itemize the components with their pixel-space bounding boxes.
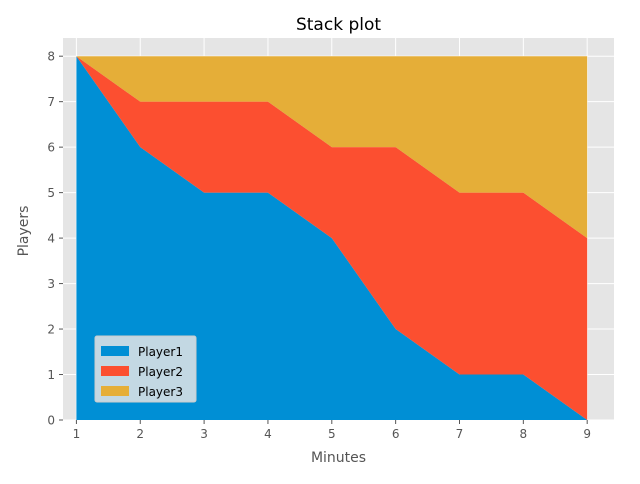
legend: Player1 Player2 Player3 xyxy=(94,335,197,403)
y-tick-label: 2 xyxy=(47,323,55,337)
y-tick-label: 4 xyxy=(47,232,55,246)
legend-swatch xyxy=(101,386,129,396)
x-axis-label: Minutes xyxy=(311,450,366,466)
x-tick-label: 4 xyxy=(264,427,272,441)
chart-title: Stack plot xyxy=(296,15,381,35)
x-tick-label: 9 xyxy=(583,427,591,441)
y-tick-label: 7 xyxy=(47,95,55,109)
x-tick-label: 2 xyxy=(136,427,144,441)
area-player3 xyxy=(76,56,588,239)
legend-swatch xyxy=(101,366,129,376)
area-player1 xyxy=(76,56,588,420)
x-axis-ticks: 1 2 3 4 5 6 7 8 9 xyxy=(73,420,591,441)
series-areas xyxy=(76,56,588,420)
x-tick-label: 6 xyxy=(392,427,400,441)
y-tick-label: 3 xyxy=(47,277,55,291)
y-tick-label: 8 xyxy=(47,50,55,64)
legend-label: Player1 xyxy=(138,345,183,359)
y-tick-label: 6 xyxy=(47,141,55,155)
x-tick-label: 5 xyxy=(328,427,336,441)
x-tick-label: 3 xyxy=(200,427,208,441)
x-tick-label: 1 xyxy=(73,427,81,441)
y-tick-label: 0 xyxy=(47,414,55,428)
legend-label: Player3 xyxy=(138,385,183,399)
y-axis-ticks: 0 1 2 3 4 5 6 7 8 xyxy=(47,50,63,428)
y-axis-label: Players xyxy=(16,206,32,257)
y-tick-label: 1 xyxy=(47,368,55,382)
x-tick-label: 7 xyxy=(456,427,464,441)
y-tick-label: 5 xyxy=(47,186,55,200)
legend-swatch xyxy=(101,346,129,356)
area-player2 xyxy=(76,56,588,420)
x-tick-label: 8 xyxy=(520,427,528,441)
legend-label: Player2 xyxy=(138,365,183,379)
